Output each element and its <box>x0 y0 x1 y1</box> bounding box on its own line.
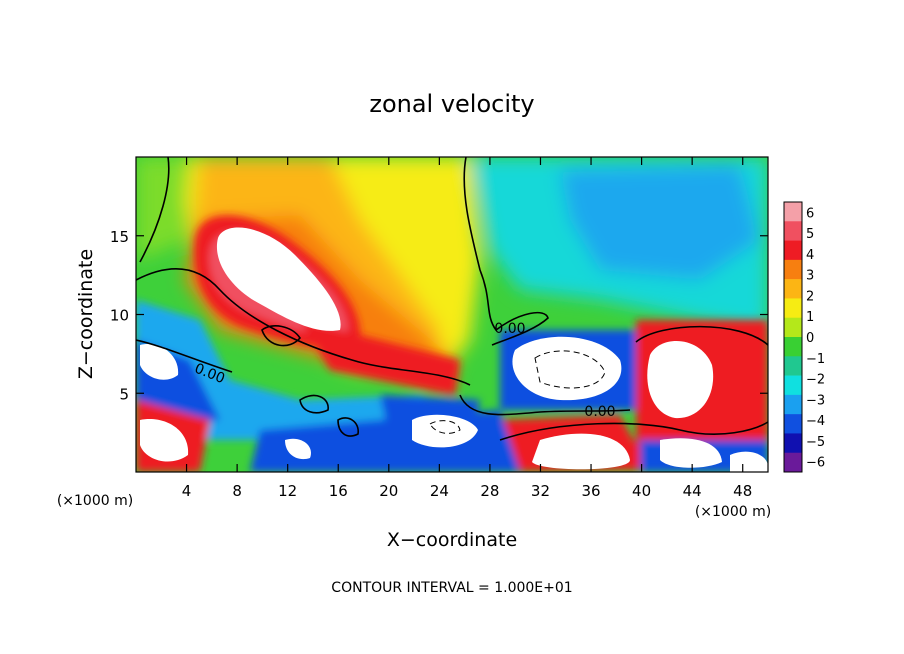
colorbar-segment <box>784 375 802 396</box>
colorbar-segment <box>784 414 802 434</box>
colorbar-tick-label: −4 <box>806 414 825 429</box>
x-tick-label: 12 <box>278 482 297 500</box>
x-tick-label: 8 <box>232 482 242 500</box>
heatmap-field <box>136 157 768 472</box>
x-axis-label: X−coordinate <box>387 529 517 551</box>
x-axis: 4 8 12 16 20 24 28 32 36 40 44 48 <box>182 157 752 500</box>
colorbar-segment <box>784 202 802 222</box>
colorbar-tick-label: 1 <box>806 310 814 325</box>
colorbar-segment <box>784 452 802 473</box>
colorbar-tick-label: 4 <box>806 248 814 263</box>
colorbar-segment <box>784 317 802 338</box>
y-axis: 5 10 15 <box>110 228 768 403</box>
colorbar-segment <box>784 356 802 376</box>
colorbar-tick-label: −6 <box>806 456 825 471</box>
colorbar-frame <box>783 201 803 473</box>
colorbar-segment <box>784 433 802 454</box>
colorbar-tick-label: 0 <box>806 331 814 346</box>
colorbar-segment <box>784 221 802 241</box>
chart-title: zonal velocity <box>369 90 534 118</box>
y-axis-label: Z−coordinate <box>75 249 97 379</box>
colorbar-segment <box>784 337 802 357</box>
y-tick-label: 5 <box>119 385 129 403</box>
x-tick-label: 4 <box>182 482 192 500</box>
colorbar-segment <box>784 298 802 319</box>
colorbar: 6 5 4 3 2 1 0 −1 −2 −3 −4 −5 −6 <box>783 201 825 473</box>
x-tick-label: 16 <box>329 482 348 500</box>
colorbar-tick-label: 5 <box>806 227 814 242</box>
x-tick-label: 40 <box>632 482 651 500</box>
x-tick-label: 36 <box>581 482 600 500</box>
x-tick-label: 32 <box>531 482 550 500</box>
colorbar-tick-label: 3 <box>806 269 814 284</box>
x-tick-label: 28 <box>480 482 499 500</box>
contour-interval-note: CONTOUR INTERVAL = 1.000E+01 <box>331 580 572 596</box>
y-tick-label: 15 <box>110 228 129 246</box>
x-unit-label-left: (×1000 m) <box>57 493 133 509</box>
colorbar-tick-label: 6 <box>806 206 814 221</box>
colorbar-segment <box>784 259 802 280</box>
contour-label: 0.00 <box>494 321 525 337</box>
x-tick-label: 48 <box>733 482 752 500</box>
x-tick-label: 20 <box>379 482 398 500</box>
colorbar-tick-label: −2 <box>806 373 825 388</box>
colorbar-tick-label: −1 <box>806 352 825 367</box>
x-tick-label: 44 <box>683 482 702 500</box>
colorbar-tick-label: 2 <box>806 289 814 304</box>
x-unit-label-right: (×1000 m) <box>695 504 771 520</box>
colorbar-segment <box>784 394 802 415</box>
colorbar-tick-label: −5 <box>806 435 825 450</box>
colorbar-segment <box>784 279 802 299</box>
colorbar-tick-label: −3 <box>806 393 825 408</box>
y-tick-label: 10 <box>110 307 129 325</box>
colorbar-segment <box>784 240 802 261</box>
x-tick-label: 24 <box>430 482 449 500</box>
contour-label: 0.00 <box>584 404 615 420</box>
